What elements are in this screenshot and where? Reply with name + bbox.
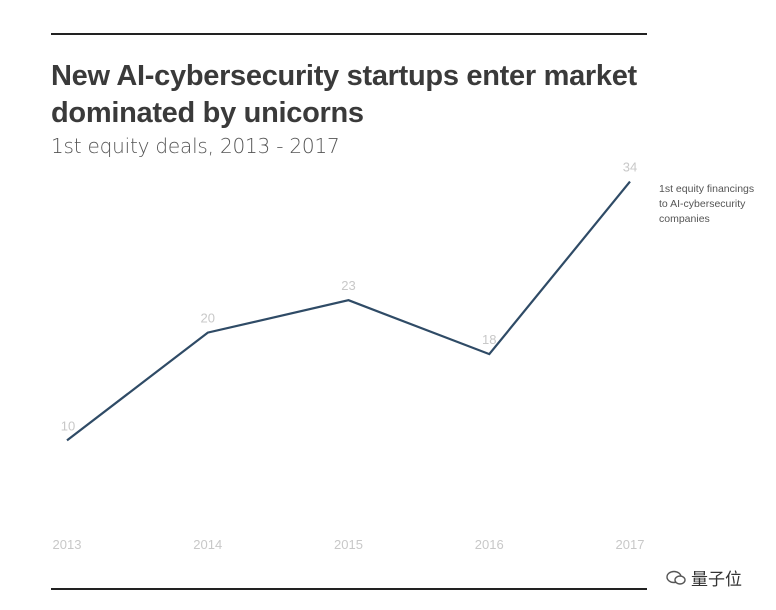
bottom-rule (51, 588, 647, 590)
data-labels: 10 20 23 18 34 (61, 160, 637, 434)
series-line (66, 180, 631, 442)
chart-title-line-1: New AI-cybersecurity startups enter mark… (51, 60, 637, 92)
series-legend-line: to AI-cybersecurity (659, 198, 746, 210)
chart-title: New AI-cybersecurity startups enter mark… (51, 58, 691, 132)
watermark-text: 量子位 (691, 570, 742, 590)
wechat-icon (666, 570, 686, 585)
x-tick-label: 2016 (475, 537, 504, 552)
x-tick-label: 2017 (616, 537, 645, 552)
chart-title-line-2: dominated by unicorns (51, 97, 364, 129)
data-label: 10 (61, 418, 75, 433)
data-label: 20 (201, 311, 215, 326)
series-legend-line: companies (659, 213, 710, 225)
chart-subtitle: 1st equity deals, 2013 - 2017 (51, 134, 340, 158)
x-tick-label: 2015 (334, 537, 363, 552)
x-tick-label: 2014 (193, 537, 222, 552)
data-label: 18 (482, 332, 496, 347)
series-legend-line: 1st equity financings (659, 183, 754, 195)
x-tick-label: 2013 (53, 537, 82, 552)
series-line-group (66, 180, 631, 442)
top-rule (51, 33, 647, 35)
series-legend: 1st equity financings to AI-cybersecurity… (659, 183, 754, 225)
x-axis-ticks: 2013 2014 2015 2016 2017 (53, 537, 645, 552)
watermark: 量子位 (666, 565, 742, 590)
data-label: 34 (623, 160, 637, 175)
data-label: 23 (341, 278, 355, 293)
